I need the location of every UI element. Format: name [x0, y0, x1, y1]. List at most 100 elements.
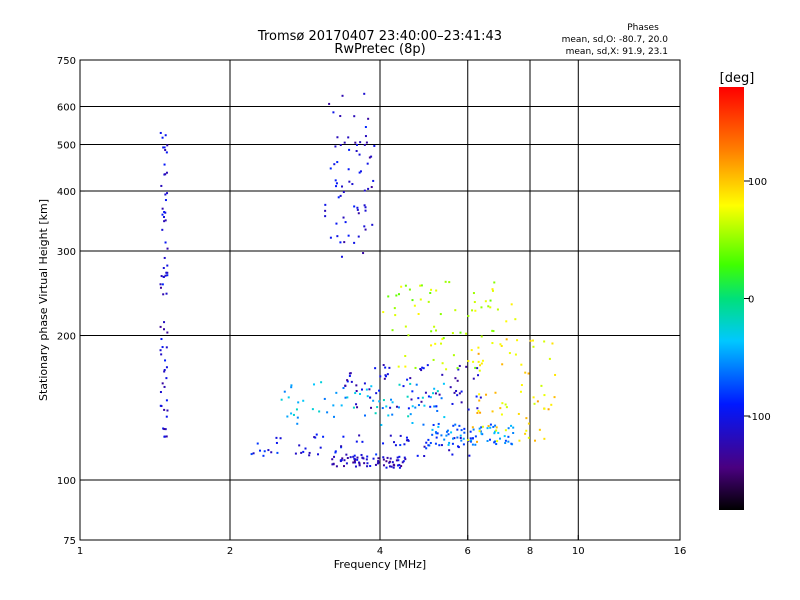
- echo-point: [467, 439, 470, 442]
- echo-point: [252, 452, 255, 455]
- echo-point: [164, 211, 167, 214]
- echo-point: [391, 461, 394, 464]
- echo-point: [361, 388, 364, 391]
- echo-point: [471, 309, 474, 312]
- echo-point: [460, 439, 463, 442]
- echo-point: [395, 459, 398, 462]
- echo-point: [472, 360, 475, 363]
- echo-point: [364, 209, 367, 212]
- echo-point: [401, 461, 404, 464]
- echo-point: [386, 456, 389, 459]
- echo-point: [162, 293, 165, 296]
- echo-point: [512, 426, 515, 429]
- echo-point: [463, 431, 466, 434]
- echo-point: [500, 344, 503, 347]
- echo-point: [367, 117, 370, 120]
- echo-point: [510, 424, 513, 427]
- echo-point: [348, 374, 351, 377]
- echo-point: [348, 148, 351, 151]
- echo-point: [414, 366, 417, 369]
- echo-point: [411, 299, 414, 302]
- echo-point: [432, 358, 435, 361]
- echo-point: [436, 390, 439, 393]
- echo-point: [339, 144, 342, 147]
- echo-point: [395, 405, 398, 408]
- echo-point: [463, 427, 466, 430]
- echo-point: [449, 386, 452, 389]
- echo-point: [435, 436, 438, 439]
- echo-point: [507, 427, 510, 430]
- echo-point: [467, 315, 470, 318]
- echo-point: [340, 446, 343, 449]
- echo-point: [476, 367, 479, 370]
- echo-point: [160, 338, 163, 341]
- echo-point: [436, 409, 439, 412]
- echo-point: [362, 252, 365, 255]
- echo-point: [318, 410, 321, 413]
- echo-point: [333, 163, 336, 166]
- echo-point: [415, 383, 418, 386]
- echo-point: [397, 459, 400, 462]
- echo-point: [433, 405, 436, 408]
- echo-point: [417, 397, 420, 400]
- x-tick-label: 2: [227, 546, 233, 557]
- echo-point: [423, 455, 426, 458]
- echo-point: [166, 274, 169, 277]
- echo-point: [403, 443, 406, 446]
- echo-point: [434, 442, 437, 445]
- echo-point: [446, 429, 449, 432]
- echo-point: [354, 461, 357, 464]
- echo-point: [164, 274, 167, 277]
- echo-point: [488, 438, 491, 441]
- echo-point: [387, 295, 390, 298]
- echo-point: [430, 344, 433, 347]
- echo-point: [317, 453, 320, 456]
- echo-point: [292, 413, 295, 416]
- echo-point: [478, 364, 481, 367]
- echo-point: [477, 352, 480, 355]
- echo-point: [324, 203, 327, 206]
- echo-point: [405, 436, 408, 439]
- echo-point: [437, 425, 440, 428]
- echo-point: [342, 387, 345, 390]
- echo-point: [517, 412, 520, 415]
- phases-title: Phases: [627, 23, 659, 33]
- echo-point: [372, 399, 375, 402]
- echo-point: [499, 437, 502, 440]
- echo-point: [491, 288, 494, 291]
- echo-point: [343, 141, 346, 144]
- echo-point: [159, 131, 162, 134]
- echo-point: [374, 367, 377, 370]
- echo-point: [493, 432, 496, 435]
- echo-point: [341, 94, 344, 97]
- echo-point: [397, 293, 400, 296]
- echo-point: [459, 436, 462, 439]
- echo-point: [322, 435, 325, 438]
- echo-point: [460, 401, 463, 404]
- echo-point: [315, 433, 318, 436]
- echo-point: [394, 444, 397, 447]
- echo-point: [370, 186, 373, 189]
- echo-point: [250, 453, 253, 456]
- echo-point: [459, 331, 462, 334]
- echo-point: [456, 367, 459, 370]
- echo-point: [456, 445, 459, 448]
- echo-point: [390, 398, 393, 401]
- echo-point: [391, 401, 394, 404]
- echo-point: [370, 406, 373, 409]
- echo-point: [399, 434, 402, 437]
- echo-point: [355, 440, 358, 443]
- echo-point: [302, 399, 305, 402]
- echo-point: [445, 434, 448, 437]
- echo-point: [534, 439, 537, 442]
- echo-point: [473, 301, 476, 304]
- echo-point: [161, 136, 164, 139]
- echo-point: [387, 414, 390, 417]
- echo-point: [524, 371, 527, 374]
- x-tick-label: 8: [527, 546, 533, 557]
- echo-point: [375, 453, 378, 456]
- chart-subtitle: RwPretec (8p): [334, 42, 425, 57]
- echo-point: [163, 385, 166, 388]
- echo-point: [433, 387, 436, 390]
- echo-point: [163, 369, 166, 372]
